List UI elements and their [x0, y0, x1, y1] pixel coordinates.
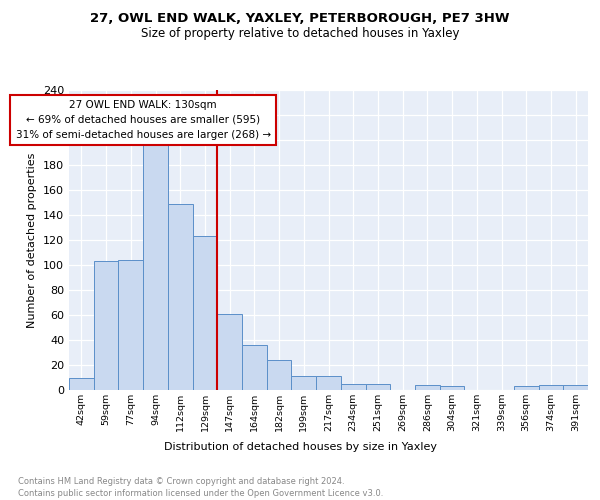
- Bar: [217, 314, 242, 390]
- Bar: [94, 261, 118, 390]
- Bar: [539, 385, 563, 390]
- Y-axis label: Number of detached properties: Number of detached properties: [28, 152, 37, 328]
- Bar: [563, 385, 588, 390]
- Bar: [341, 384, 365, 390]
- Text: Size of property relative to detached houses in Yaxley: Size of property relative to detached ho…: [141, 28, 459, 40]
- Bar: [440, 386, 464, 390]
- Text: Contains HM Land Registry data © Crown copyright and database right 2024.: Contains HM Land Registry data © Crown c…: [18, 478, 344, 486]
- Bar: [118, 260, 143, 390]
- Bar: [143, 140, 168, 390]
- Text: 27 OWL END WALK: 130sqm
← 69% of detached houses are smaller (595)
31% of semi-d: 27 OWL END WALK: 130sqm ← 69% of detache…: [16, 100, 271, 140]
- Bar: [316, 376, 341, 390]
- Bar: [69, 378, 94, 390]
- Bar: [292, 376, 316, 390]
- Bar: [193, 236, 217, 390]
- Bar: [514, 386, 539, 390]
- Bar: [242, 345, 267, 390]
- Text: Contains public sector information licensed under the Open Government Licence v3: Contains public sector information licen…: [18, 489, 383, 498]
- Text: 27, OWL END WALK, YAXLEY, PETERBOROUGH, PE7 3HW: 27, OWL END WALK, YAXLEY, PETERBOROUGH, …: [90, 12, 510, 26]
- Bar: [415, 385, 440, 390]
- Text: Distribution of detached houses by size in Yaxley: Distribution of detached houses by size …: [163, 442, 437, 452]
- Bar: [267, 360, 292, 390]
- Bar: [168, 204, 193, 390]
- Bar: [365, 384, 390, 390]
